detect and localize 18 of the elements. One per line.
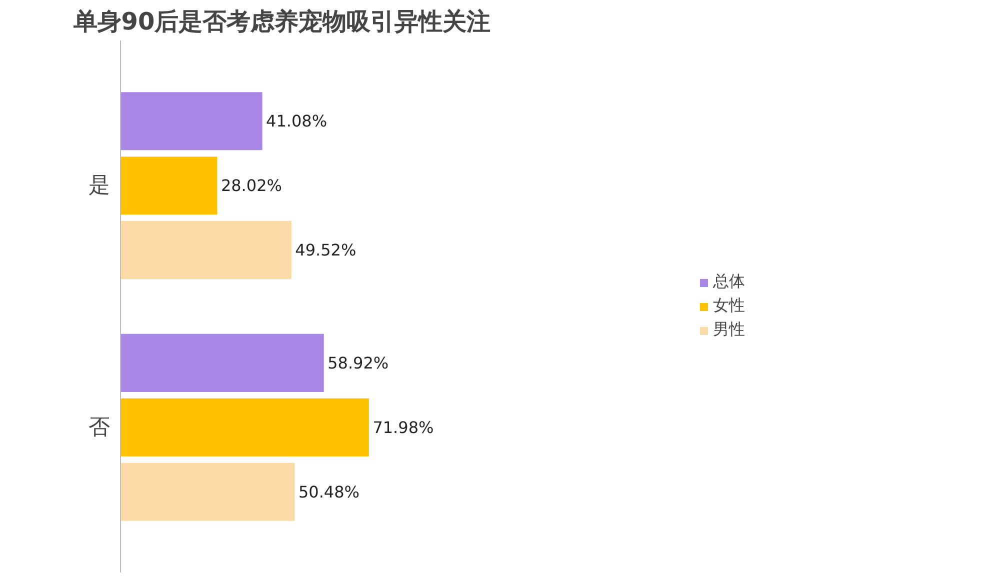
chart-title: 单身90后是否考虑养宠物吸引异性关注 (72, 8, 491, 36)
bar (120, 334, 324, 392)
bar (120, 92, 262, 150)
y-tick-label: 是 (88, 173, 110, 198)
data-label: 28.02% (220, 176, 282, 196)
bar (120, 398, 369, 456)
data-label: 71.98% (372, 418, 434, 437)
legend-label: 女性 (713, 296, 745, 316)
legend-label: 总体 (713, 272, 745, 292)
data-label: 58.92% (328, 353, 389, 372)
bar (120, 156, 218, 215)
data-label: 49.52% (295, 240, 356, 260)
data-label: 50.48% (298, 482, 360, 502)
legend-label: 男性 (713, 320, 745, 340)
bar (120, 221, 292, 280)
bar (120, 462, 295, 521)
y-tick-label: 否 (88, 414, 110, 440)
data-label: 41.08% (266, 112, 328, 131)
